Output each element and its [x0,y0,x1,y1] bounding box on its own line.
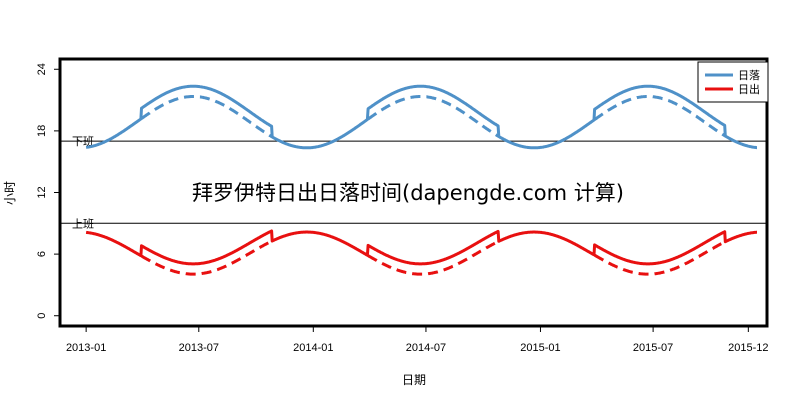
y-tick-label: 0 [36,313,48,319]
y-axis-title: 小时 [3,181,17,205]
x-tick-label: 2015-01 [520,342,560,354]
sunrise-clock-line [85,229,758,266]
x-tick-label: 2014-07 [406,342,446,354]
sunrise-standard-line [140,239,273,276]
x-tick-label: 2013-07 [179,342,219,354]
y-tick-label: 18 [36,125,48,137]
sunset-standard-line [140,95,273,139]
x-tick-label: 2015-07 [633,342,673,354]
x-tick-label: 2015-12 [728,342,768,354]
sunset-standard-line [593,95,726,138]
legend-box [697,61,769,103]
reference-line-label: 下班 [72,135,94,148]
y-tick-label: 6 [36,251,48,257]
sunset-standard-line [367,95,500,138]
legend-label-sunset: 日落 [738,69,760,82]
x-tick-label: 2013-01 [66,342,106,354]
chart-title: 拜罗伊特日出日落时间(dapengde.com 计算) [192,181,624,205]
reference-line-label: 上班 [72,217,94,230]
sunset-clock-line [85,84,758,150]
legend: 日落 日出 [697,61,769,103]
series-lines [85,84,758,276]
x-tick-label: 2014-01 [293,342,333,354]
y-tick-label: 12 [36,186,48,198]
sunrise-standard-line [367,239,500,276]
sunrise-standard-line [593,240,726,276]
y-tick-label: 24 [36,63,48,75]
axes: 0 6 12 18 24 2013-01 2013-07 2014-01 2014-07 2015… [36,57,769,354]
x-axis-title: 日期 [402,373,426,387]
legend-label-sunrise: 日出 [738,82,760,96]
